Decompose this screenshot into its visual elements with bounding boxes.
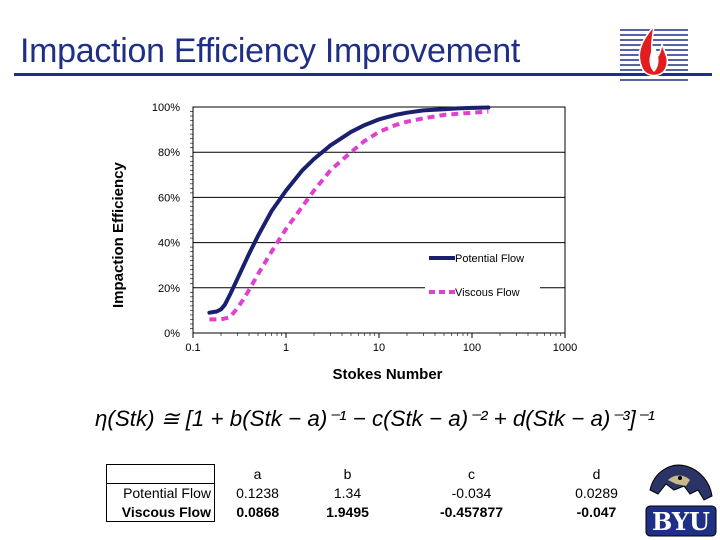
flame-logo-icon: [620, 24, 688, 81]
x-tick-label: 1000: [553, 342, 577, 354]
table-row: Viscous Flow 0.0868 1.9495 -0.457877 -0.…: [106, 502, 645, 522]
row-label: Viscous Flow: [106, 502, 215, 522]
y-tick-label: 0%: [164, 328, 180, 340]
cell-b: 1.9495: [326, 504, 369, 520]
cell-c: -0.457877: [439, 504, 504, 520]
x-tick-label: 1: [283, 342, 289, 354]
header-c: c: [468, 466, 475, 482]
y-tick-label: 60%: [158, 192, 180, 204]
table-row: Potential Flow 0.1238 1.34 -0.034 0.0289: [106, 483, 645, 503]
cell-a: 0.0868: [236, 504, 280, 520]
header-a: a: [253, 466, 262, 482]
slide-title: Impaction Efficiency Improvement: [20, 32, 520, 70]
table-header-row: a b c d: [106, 464, 645, 484]
header-d: d: [592, 466, 601, 482]
x-axis-label: Stokes Number: [332, 366, 443, 383]
cell-b: 1.34: [333, 485, 362, 501]
formula-text: η(Stk) ≅ [1 + b(Stk − a)⁻¹ − c(Stk − a)⁻…: [95, 406, 655, 431]
legend-label: Potential Flow: [455, 253, 524, 265]
legend-label: Viscous Flow: [455, 287, 520, 299]
cell-d: -0.047: [576, 504, 617, 520]
byu-cougar-logo-icon: BYU: [645, 464, 717, 537]
cell-c: -0.034: [451, 485, 492, 501]
row-label: Potential Flow: [106, 483, 215, 503]
cell-a: 0.1238: [236, 485, 279, 501]
y-tick-label: 100%: [152, 102, 180, 114]
series-line-potential-flow: [207, 105, 491, 315]
header-b: b: [343, 466, 352, 482]
coefficient-table: a b c d Potential Flow 0.1238 1.34 -0.03…: [106, 464, 645, 522]
cell-d: 0.0289: [575, 485, 618, 501]
y-tick-label: 20%: [158, 283, 180, 295]
y-axis-label: Impaction Efficiency: [110, 162, 127, 308]
x-tick-label: 0.1: [185, 342, 200, 354]
x-tick-label: 100: [463, 342, 481, 354]
y-tick-label: 80%: [158, 147, 180, 159]
byu-text: BYU: [652, 507, 710, 536]
x-tick-label: 10: [373, 342, 385, 354]
table-corner-cell: [106, 464, 215, 484]
series-line-viscous-flow: [209, 109, 489, 322]
efficiency-formula: η(Stk) ≅ [1 + b(Stk − a)⁻¹ − c(Stk − a)⁻…: [95, 406, 655, 431]
y-tick-label: 40%: [158, 238, 180, 250]
title-underline: [14, 73, 712, 76]
legend-box: [425, 244, 540, 306]
